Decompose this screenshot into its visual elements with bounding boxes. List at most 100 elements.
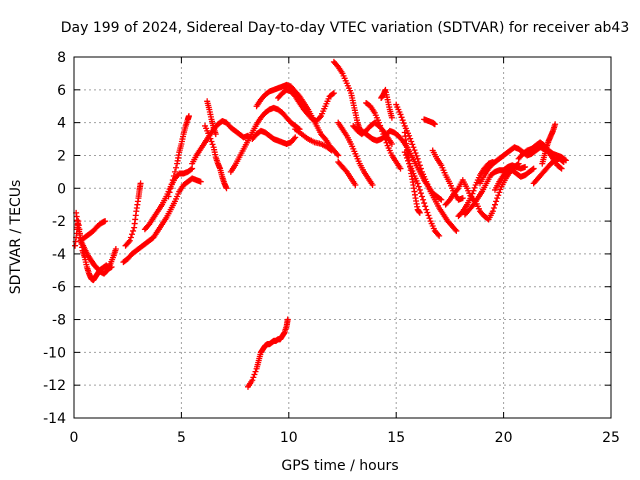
- data-point: [422, 203, 429, 210]
- y-tick-label: 2: [57, 148, 66, 164]
- data-point: [424, 209, 431, 216]
- data-point: [397, 165, 404, 172]
- data-point: [497, 186, 504, 193]
- data-point: [130, 227, 137, 234]
- data-point: [420, 196, 427, 203]
- data-point: [459, 195, 466, 202]
- data-point: [436, 232, 443, 239]
- data-point: [369, 181, 376, 188]
- data-point: [380, 131, 387, 138]
- series-track-x: [401, 129, 423, 216]
- data-point: [171, 168, 178, 175]
- series-track-m: [249, 127, 299, 147]
- data-point: [415, 159, 422, 166]
- data-point: [209, 141, 216, 148]
- y-tick-label: 8: [57, 50, 66, 66]
- data-point: [522, 163, 529, 170]
- data-point: [327, 146, 334, 153]
- data-point: [557, 164, 564, 171]
- data-point: [188, 166, 195, 173]
- series-track-q: [335, 119, 376, 188]
- data-point: [560, 159, 567, 166]
- data-point: [414, 155, 421, 162]
- data-point: [426, 215, 433, 222]
- series-track-t: [363, 99, 404, 172]
- y-tick-label: -2: [52, 214, 66, 230]
- data-point: [167, 185, 174, 192]
- data-point: [559, 158, 566, 165]
- data-point: [388, 114, 395, 121]
- data-point: [415, 183, 422, 190]
- x-tick-label: 0: [70, 430, 79, 446]
- data-point: [416, 162, 423, 169]
- data-point: [173, 164, 180, 171]
- y-tick-label: 6: [57, 83, 66, 99]
- data-point: [379, 128, 386, 135]
- series-track-y: [421, 116, 438, 128]
- data-point: [552, 121, 559, 128]
- x-tick-label: 25: [602, 430, 620, 446]
- data-point: [495, 192, 502, 199]
- data-point: [102, 218, 109, 225]
- x-axis-title: GPS time / hours: [281, 458, 398, 474]
- y-axis-title: SDTVAR / TECUs: [8, 180, 24, 295]
- data-point: [185, 113, 192, 120]
- x-tick-label: 5: [177, 430, 186, 446]
- data-point: [470, 187, 477, 194]
- data-point: [252, 368, 259, 375]
- data-point: [388, 140, 395, 147]
- series-track-u: [378, 86, 395, 121]
- data-point: [400, 120, 407, 127]
- series-track-g: [165, 113, 192, 200]
- data-point: [410, 144, 417, 151]
- data-point: [76, 228, 83, 235]
- data-point: [407, 135, 414, 142]
- data-point: [383, 139, 390, 146]
- data-point: [454, 186, 461, 193]
- x-tick-label: 15: [387, 430, 405, 446]
- series-track-ai: [244, 316, 291, 390]
- data-point: [165, 193, 172, 200]
- data-point: [529, 166, 536, 173]
- data-point: [490, 204, 497, 211]
- x-tick-label: 10: [280, 430, 298, 446]
- series-track-ah: [539, 121, 559, 167]
- series-track-e: [122, 180, 144, 249]
- data-point: [223, 185, 230, 192]
- data-point: [423, 206, 430, 213]
- series-track-r: [335, 159, 359, 188]
- data-point: [334, 151, 341, 158]
- data-point: [330, 90, 337, 97]
- data-point: [292, 134, 299, 141]
- y-tick-label: -12: [43, 378, 66, 394]
- data-point: [413, 152, 420, 159]
- data-point: [251, 371, 258, 378]
- series-track-o: [292, 126, 335, 154]
- data-point: [492, 201, 499, 208]
- data-point: [382, 136, 389, 143]
- series-track-ae: [492, 165, 537, 193]
- data-point: [421, 200, 428, 207]
- data-point: [126, 237, 133, 244]
- data-point: [127, 234, 134, 241]
- series-track-n: [275, 86, 337, 124]
- y-tick-label: -14: [43, 411, 66, 427]
- data-point: [169, 177, 176, 184]
- data-point: [125, 239, 132, 246]
- y-tick-label: -4: [52, 247, 66, 263]
- data-point: [328, 147, 335, 154]
- data-point: [414, 180, 421, 187]
- data-point: [166, 189, 173, 196]
- series-track-f: [141, 165, 196, 233]
- series-track-ad: [476, 144, 569, 187]
- data-point: [411, 147, 418, 154]
- data-point: [412, 149, 419, 156]
- data-point: [197, 178, 204, 185]
- y-tick-label: -10: [43, 345, 66, 361]
- data-point: [416, 186, 423, 193]
- data-point: [128, 231, 135, 238]
- data-point: [468, 193, 475, 200]
- plot-frame: [73, 56, 612, 419]
- data-point: [75, 224, 82, 231]
